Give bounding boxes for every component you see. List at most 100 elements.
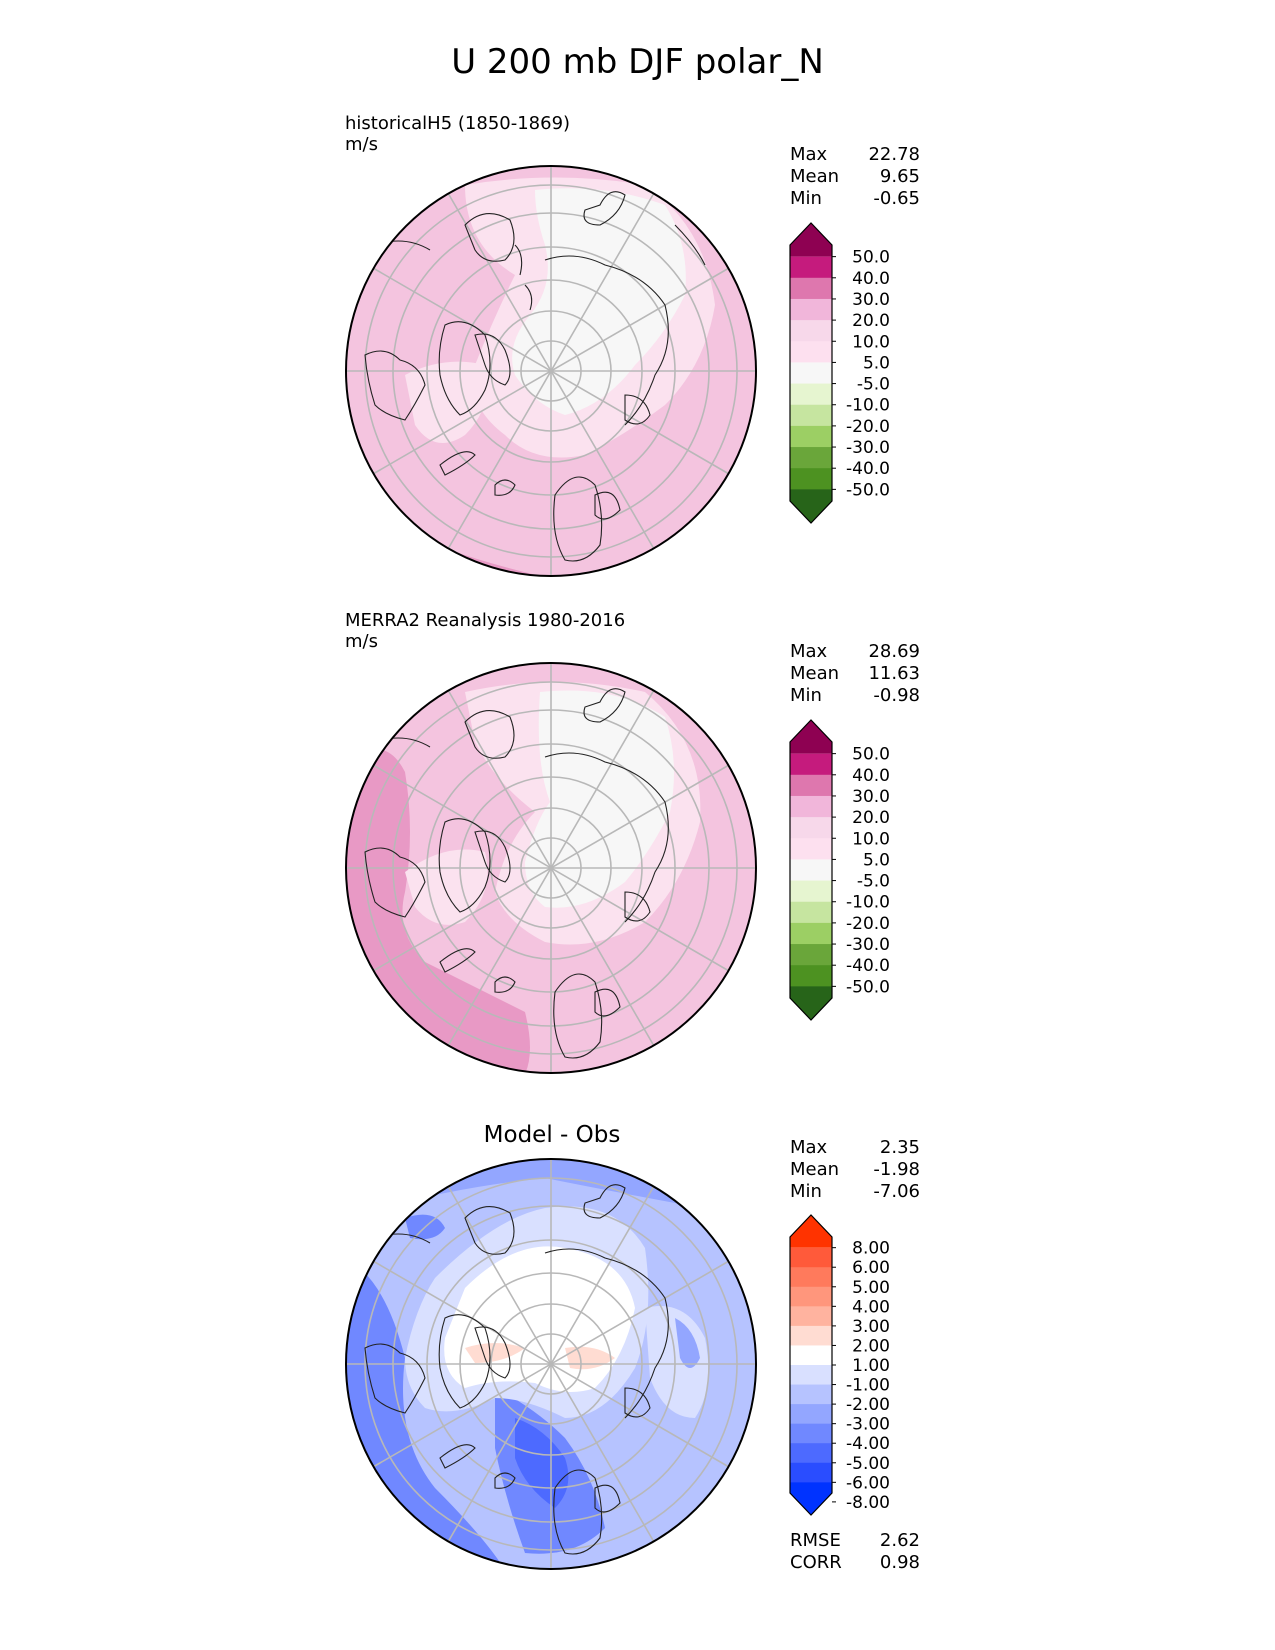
colorbar-tick-label: 5.0 — [863, 850, 890, 870]
colorbar-segment — [790, 817, 832, 839]
stat-value: 22.78 — [868, 144, 920, 165]
colorbar-tick-label: 40.0 — [852, 766, 890, 786]
colorbar-tick-label: 10.0 — [852, 829, 890, 849]
colorbar-segment — [790, 298, 832, 321]
stat-name: Mean — [790, 166, 840, 187]
polar-map-difference — [345, 1158, 757, 1570]
colorbar-tick-label: 6.00 — [852, 1258, 890, 1278]
colorbar-segment — [790, 753, 832, 776]
colorbar-tick-label: 10.0 — [852, 332, 890, 352]
colorbar-extend-max — [790, 720, 832, 754]
colorbar-segment — [790, 1443, 832, 1464]
colorbar-tick-label: 30.0 — [852, 290, 890, 310]
colorbar-segment — [790, 1462, 832, 1483]
colorbar-segment — [790, 1306, 832, 1327]
colorbar-segment — [790, 362, 832, 385]
colorbar-segment — [790, 965, 832, 987]
colorbar-outline — [789, 719, 833, 1021]
colorbar-segment — [790, 1345, 832, 1366]
colorbar-tick-label: -10.0 — [846, 893, 890, 913]
colorbar-segment — [790, 1286, 832, 1307]
colorbar-extend-max — [790, 223, 832, 257]
colorbar-tick-label: -30.0 — [846, 438, 890, 458]
colorbar-tick-label: 20.0 — [852, 808, 890, 828]
colorbar-tick-label: -5.0 — [857, 872, 890, 892]
colorbar-segment — [790, 795, 832, 818]
colorbar-tick-label: 40.0 — [852, 269, 890, 289]
colorbar-segment — [790, 838, 832, 860]
stat-value: -7.06 — [873, 1181, 920, 1202]
colorbar-segment — [790, 447, 832, 469]
colorbar-segment — [790, 277, 832, 300]
metric-name: CORR — [790, 1552, 842, 1573]
colorbar-tick-label: 1.00 — [852, 1356, 890, 1376]
colorbar-tick-label: -20.0 — [846, 417, 890, 437]
colorbar-segment — [790, 1423, 832, 1444]
colorbar-segment — [790, 256, 832, 279]
colorbar-tick-label: 5.00 — [852, 1278, 890, 1298]
stat-name: Min — [790, 1181, 822, 1202]
stat-name: Min — [790, 188, 822, 209]
colorbar-tick-label: -40.0 — [846, 459, 890, 479]
colorbar-tick-label: -40.0 — [846, 956, 890, 976]
colorbar-tick-label: 3.00 — [852, 1317, 890, 1337]
colorbar-tick-label: -8.00 — [846, 1493, 890, 1513]
colorbar-segment — [790, 383, 832, 406]
panel-3-title: Model - Obs — [483, 1122, 621, 1148]
colorbar-extend-min — [790, 489, 832, 523]
colorbar-tick-label: 50.0 — [852, 745, 890, 765]
stat-value: -0.65 — [873, 188, 920, 209]
stat-value: 11.63 — [868, 663, 920, 684]
colorbar-tick-label: 8.00 — [852, 1239, 890, 1259]
stat-value: 28.69 — [868, 641, 920, 662]
panel-2-title: MERRA2 Reanalysis 1980-2016 — [345, 610, 626, 631]
stat-name: Min — [790, 685, 822, 706]
colorbar-segment — [790, 859, 832, 882]
colorbar-tick-label: -6.00 — [846, 1473, 890, 1493]
colorbar-segment — [790, 1365, 832, 1386]
colorbar-1: 50.040.030.020.010.05.0-5.0-10.0-20.0-30… — [789, 222, 890, 524]
colorbar-tick-label: -10.0 — [846, 396, 890, 416]
colorbar-tick-label: -5.00 — [846, 1454, 890, 1474]
colorbar-segment — [790, 944, 832, 966]
panel-1-title: historicalH5 (1850-1869) — [345, 113, 571, 134]
polar-map-reference — [345, 662, 757, 1074]
colorbar-segment — [790, 320, 832, 342]
panel-2-units: m/s — [345, 631, 378, 652]
colorbar-segment — [790, 468, 832, 490]
metric-name: RMSE — [790, 1530, 841, 1551]
colorbar-segment — [790, 1404, 832, 1425]
colorbar-tick-label: 20.0 — [852, 311, 890, 331]
panel-3-metrics: RMSE 2.62 CORR 0.98 — [790, 1530, 920, 1574]
colorbar-tick-label: -4.00 — [846, 1434, 890, 1454]
panel-2-stats: Max 28.69 Mean 11.63 Min -0.98 — [790, 641, 920, 707]
figure-title: U 200 mb DJF polar_N — [451, 42, 824, 82]
stat-value: -0.98 — [873, 685, 920, 706]
stat-name: Max — [790, 144, 828, 165]
colorbar-segment — [790, 425, 832, 448]
colorbar-tick-label: -2.00 — [846, 1395, 890, 1415]
metric-value: 2.62 — [879, 1530, 920, 1551]
colorbar-tick-label: 5.0 — [863, 353, 890, 373]
colorbar-segment — [790, 901, 832, 924]
stat-value: -1.98 — [873, 1159, 920, 1180]
panel-2-header: MERRA2 Reanalysis 1980-2016 m/s — [345, 610, 625, 652]
colorbar-tick-label: -3.00 — [846, 1415, 890, 1435]
colorbar-tick-label: 4.00 — [852, 1297, 890, 1317]
colorbar-segment — [790, 1325, 832, 1346]
colorbar-extend-max — [790, 1215, 832, 1248]
panel-1-units: m/s — [345, 134, 378, 155]
stat-name: Max — [790, 641, 828, 662]
colorbar-extend-min — [790, 986, 832, 1020]
colorbar-segment — [790, 880, 832, 903]
polar-map-test — [345, 165, 757, 577]
colorbar-outline — [789, 1214, 833, 1516]
colorbar-2: 50.040.030.020.010.05.0-5.0-10.0-20.0-30… — [789, 719, 890, 1021]
colorbar-segment — [790, 1267, 832, 1288]
panel-1-stats: Max 22.78 Mean 9.65 Min -0.65 — [790, 144, 920, 210]
colorbar-tick-label: -20.0 — [846, 914, 890, 934]
colorbar-3: 8.006.005.004.003.002.001.00-1.00-2.00-3… — [789, 1214, 890, 1516]
colorbar-segment — [790, 922, 832, 945]
colorbar-segment — [790, 404, 832, 427]
colorbar-tick-label: 30.0 — [852, 787, 890, 807]
